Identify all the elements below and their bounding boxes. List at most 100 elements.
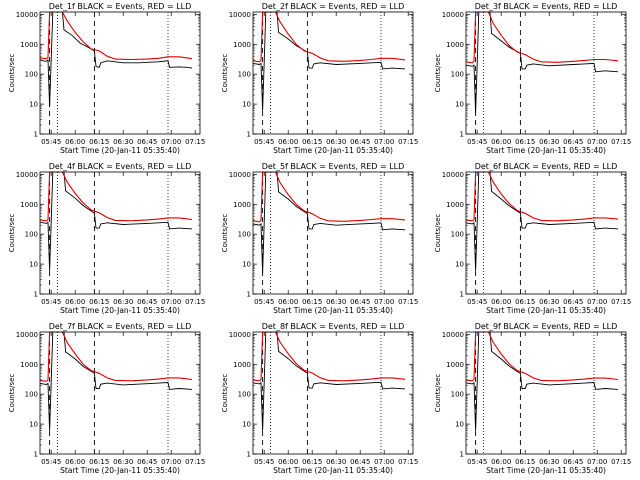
- y-tick-label: 10000: [229, 171, 251, 179]
- y-tick-label: 100: [451, 71, 464, 79]
- x-tick-label: 05:45: [467, 458, 487, 466]
- x-tick-label: 06:15: [89, 138, 109, 146]
- y-tick-label: 1: [460, 291, 464, 299]
- x-tick-label: 07:15: [398, 138, 418, 146]
- y-tick-label: 1000: [446, 201, 464, 209]
- x-tick-label: 06:00: [491, 298, 511, 306]
- y-axis-label: Counts/sec: [434, 54, 442, 93]
- x-tick-label: 06:00: [491, 458, 511, 466]
- x-tick-label: 07:15: [611, 298, 631, 306]
- y-tick-label: 1: [247, 131, 251, 139]
- events-series-line: [465, 171, 619, 271]
- x-tick-label: 07:00: [161, 298, 181, 306]
- x-tick-label: 05:45: [41, 458, 61, 466]
- x-tick-label: 06:30: [326, 458, 346, 466]
- x-tick-label: 07:00: [587, 138, 607, 146]
- x-axis-label: Start Time (20-Jan-11 05:35:40): [60, 306, 180, 315]
- x-tick-label: 06:00: [65, 298, 85, 306]
- x-tick-label: 05:45: [254, 298, 274, 306]
- y-axis-label: Counts/sec: [221, 214, 229, 253]
- x-tick-label: 07:15: [398, 298, 418, 306]
- y-axis-label: Counts/sec: [8, 374, 16, 413]
- y-tick-label: 10000: [442, 331, 464, 339]
- panel-3: Det_3f BLACK = Events, RED = LLD 1 10 100 10…: [434, 2, 631, 155]
- x-tick-label: 06:15: [302, 298, 322, 306]
- panel-title: Det_1f BLACK = Events, RED = LLD: [49, 2, 192, 11]
- plot-frame: [252, 171, 414, 295]
- x-tick-label: 06:30: [539, 458, 559, 466]
- x-tick-label: 06:30: [539, 298, 559, 306]
- x-axis-label: Start Time (20-Jan-11 05:35:40): [486, 146, 606, 155]
- y-tick-label: 10: [29, 421, 38, 429]
- x-tick-label: 06:45: [137, 298, 157, 306]
- panel-title: Det_4f BLACK = Events, RED = LLD: [49, 162, 192, 171]
- plot-frame: [252, 11, 414, 135]
- panel-4: Det_4f BLACK = Events, RED = LLD 1 10 100 10…: [8, 162, 205, 315]
- x-tick-label: 05:45: [254, 458, 274, 466]
- y-tick-label: 10: [242, 261, 251, 269]
- x-tick-label: 06:30: [113, 458, 133, 466]
- y-tick-label: 10000: [16, 11, 38, 19]
- x-tick-label: 06:00: [491, 138, 511, 146]
- panel-8: Det_8f BLACK = Events, RED = LLD 1 10 100 10…: [221, 322, 418, 475]
- lld-series-line: [252, 171, 406, 223]
- y-tick-label: 1000: [233, 201, 251, 209]
- y-tick-label: 10: [242, 101, 251, 109]
- y-tick-label: 1: [460, 131, 464, 139]
- panel-title: Det_2f BLACK = Events, RED = LLD: [262, 2, 405, 11]
- x-tick-label: 06:45: [137, 138, 157, 146]
- plot-frame: [465, 171, 627, 295]
- x-tick-label: 06:00: [65, 138, 85, 146]
- y-tick-label: 10000: [442, 11, 464, 19]
- x-tick-label: 07:00: [161, 138, 181, 146]
- panels: Det_1f BLACK = Events, RED = LLD11010010…: [8, 2, 631, 475]
- panel-7: Det_7f BLACK = Events, RED = LLD 1 10 100 10…: [8, 322, 205, 475]
- x-axis-label: Start Time (20-Jan-11 05:35:40): [60, 146, 180, 155]
- x-tick-label: 06:45: [350, 458, 370, 466]
- y-tick-label: 100: [451, 231, 464, 239]
- y-tick-label: 10: [455, 261, 464, 269]
- x-tick-label: 07:15: [611, 138, 631, 146]
- events-series-line: [465, 331, 619, 431]
- x-tick-label: 06:00: [65, 458, 85, 466]
- x-axis-label: Start Time (20-Jan-11 05:35:40): [273, 146, 393, 155]
- x-tick-label: 07:00: [587, 298, 607, 306]
- x-tick-label: 06:15: [89, 458, 109, 466]
- panel-title: Det_5f BLACK = Events, RED = LLD: [262, 162, 405, 171]
- panel-title: Det_8f BLACK = Events, RED = LLD: [262, 322, 405, 331]
- panel-1: Det_1f BLACK = Events, RED = LLD 1 10 100 10…: [8, 2, 205, 155]
- y-axis-label: Counts/sec: [8, 54, 16, 93]
- y-tick-label: 1: [34, 291, 38, 299]
- x-tick-label: 07:15: [611, 458, 631, 466]
- y-tick-label: 10000: [16, 171, 38, 179]
- plot-frame: [39, 171, 201, 295]
- x-tick-label: 07:00: [374, 138, 394, 146]
- x-tick-label: 06:45: [563, 458, 583, 466]
- y-tick-label: 10: [29, 101, 38, 109]
- x-axis-label: Start Time (20-Jan-11 05:35:40): [486, 306, 606, 315]
- x-tick-label: 05:45: [467, 138, 487, 146]
- panel-2: Det_2f BLACK = Events, RED = LLD 1 10 100 10…: [221, 2, 418, 155]
- events-series-line: [252, 331, 406, 431]
- panel-6: Det_6f BLACK = Events, RED = LLD 1 10 100 10…: [434, 162, 631, 315]
- y-tick-label: 10000: [229, 11, 251, 19]
- x-tick-label: 07:15: [185, 458, 205, 466]
- y-tick-label: 1000: [233, 361, 251, 369]
- x-tick-label: 06:15: [89, 298, 109, 306]
- x-tick-label: 06:45: [350, 298, 370, 306]
- x-tick-label: 07:00: [374, 458, 394, 466]
- y-tick-label: 1000: [446, 41, 464, 49]
- x-tick-label: 06:00: [278, 458, 298, 466]
- plot-frame: [465, 331, 627, 455]
- x-tick-label: 06:15: [302, 138, 322, 146]
- x-tick-label: 05:45: [41, 298, 61, 306]
- lld-series-line: [465, 331, 619, 382]
- plot-frame: [39, 11, 201, 135]
- x-tick-label: 06:15: [515, 298, 535, 306]
- y-tick-label: 10: [29, 261, 38, 269]
- y-tick-label: 1: [247, 291, 251, 299]
- y-axis-label: Counts/sec: [434, 214, 442, 253]
- x-tick-label: 07:15: [185, 138, 205, 146]
- plot-frame: [252, 331, 414, 455]
- y-tick-label: 100: [25, 231, 38, 239]
